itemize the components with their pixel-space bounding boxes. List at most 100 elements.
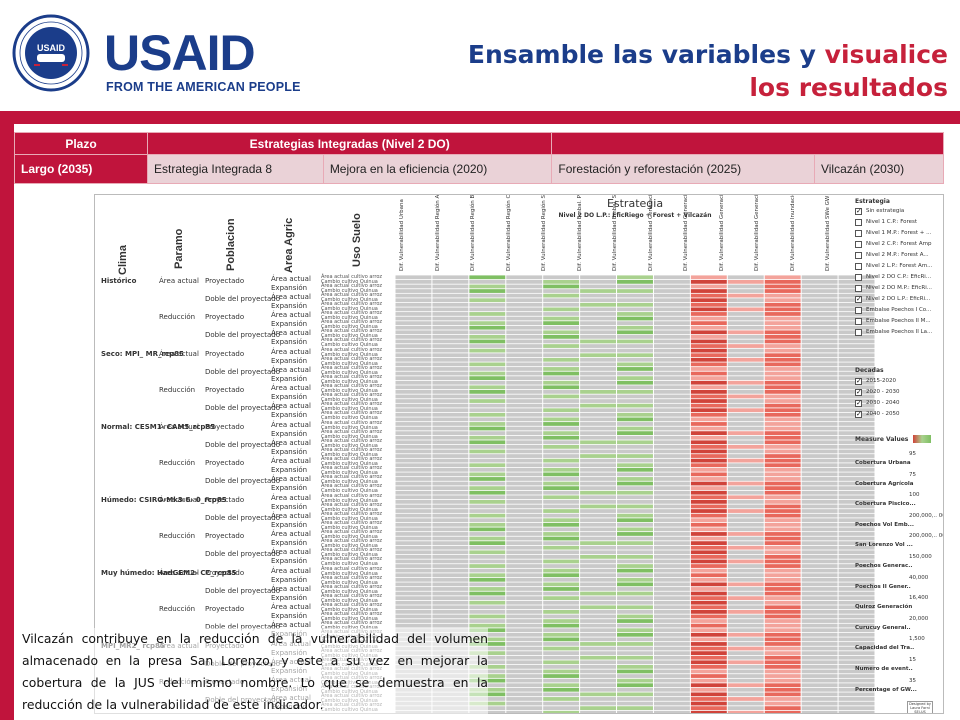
heatmap-cell[interactable] bbox=[690, 614, 727, 619]
heatmap-cell[interactable] bbox=[838, 513, 875, 518]
heatmap-cell[interactable] bbox=[653, 417, 690, 422]
heatmap-cell[interactable] bbox=[764, 683, 801, 688]
heatmap-cell[interactable] bbox=[690, 669, 727, 674]
heatmap-cell[interactable] bbox=[543, 477, 580, 481]
heatmap-cell[interactable] bbox=[727, 408, 764, 413]
heatmap-cell[interactable] bbox=[506, 293, 543, 298]
heatmap-cell[interactable] bbox=[617, 646, 653, 651]
heatmap-cell[interactable] bbox=[690, 664, 727, 669]
heatmap-cell[interactable] bbox=[764, 674, 801, 678]
heatmap-cell[interactable] bbox=[469, 614, 506, 619]
heatmap-cell[interactable] bbox=[838, 325, 875, 330]
heatmap-cell[interactable] bbox=[469, 321, 506, 326]
heatmap-cell[interactable] bbox=[432, 348, 469, 353]
heatmap-cell[interactable] bbox=[653, 348, 690, 353]
heatmap-cell[interactable] bbox=[543, 463, 580, 468]
heatmap-cell[interactable] bbox=[764, 504, 801, 509]
heatmap-cell[interactable] bbox=[432, 325, 469, 330]
heatmap-cell[interactable] bbox=[469, 316, 506, 321]
heatmap-cell[interactable] bbox=[617, 623, 653, 628]
heatmap-cell[interactable] bbox=[506, 376, 543, 381]
heatmap-cell[interactable] bbox=[801, 481, 838, 486]
heatmap-cell[interactable] bbox=[690, 284, 727, 289]
heatmap-cell[interactable] bbox=[580, 399, 617, 403]
heatmap-cell[interactable] bbox=[506, 683, 543, 688]
heatmap-cell[interactable] bbox=[580, 550, 617, 555]
heatmap-cell[interactable] bbox=[764, 417, 801, 422]
heatmap-cell[interactable] bbox=[580, 339, 617, 344]
heatmap-cell[interactable] bbox=[690, 275, 727, 280]
heatmap-cell[interactable] bbox=[580, 660, 617, 665]
heatmap-cell[interactable] bbox=[506, 367, 543, 371]
heatmap-cell[interactable] bbox=[653, 642, 690, 646]
heatmap-cell[interactable] bbox=[727, 564, 764, 568]
heatmap-cell[interactable] bbox=[580, 275, 617, 280]
heatmap-cell[interactable] bbox=[469, 518, 506, 523]
heatmap-cell[interactable] bbox=[506, 559, 543, 564]
heatmap-cell[interactable] bbox=[653, 412, 690, 417]
heatmap-cell[interactable] bbox=[653, 587, 690, 591]
heatmap-cell[interactable] bbox=[469, 481, 506, 486]
heatmap-cell[interactable] bbox=[653, 550, 690, 555]
heatmap-cell[interactable] bbox=[432, 559, 469, 564]
heatmap-cell[interactable] bbox=[617, 385, 653, 390]
heatmap-cell[interactable] bbox=[543, 619, 580, 623]
heatmap-cell[interactable] bbox=[838, 302, 875, 307]
heatmap-cell[interactable] bbox=[764, 312, 801, 316]
heatmap-cell[interactable] bbox=[617, 339, 653, 344]
heatmap-cell[interactable] bbox=[838, 339, 875, 344]
heatmap-cell[interactable] bbox=[653, 367, 690, 371]
heatmap-cell[interactable] bbox=[764, 710, 801, 714]
heatmap-cell[interactable] bbox=[580, 518, 617, 523]
heatmap-cell[interactable] bbox=[543, 458, 580, 463]
heatmap-cell[interactable] bbox=[432, 275, 469, 280]
heatmap-cell[interactable] bbox=[690, 293, 727, 298]
heatmap-cell[interactable] bbox=[543, 541, 580, 546]
heatmap-cell[interactable] bbox=[653, 449, 690, 454]
heatmap-cell[interactable] bbox=[543, 357, 580, 362]
heatmap-cell[interactable] bbox=[690, 568, 727, 573]
heatmap-cell[interactable] bbox=[469, 412, 506, 417]
heatmap-cell[interactable] bbox=[838, 683, 875, 688]
heatmap-cell[interactable] bbox=[653, 545, 690, 550]
heatmap-cell[interactable] bbox=[690, 422, 727, 426]
heatmap-cell[interactable] bbox=[395, 444, 432, 449]
heatmap-cell[interactable] bbox=[506, 504, 543, 509]
heatmap-cell[interactable] bbox=[764, 275, 801, 280]
heatmap-cell[interactable] bbox=[653, 605, 690, 610]
heatmap-cell[interactable] bbox=[580, 302, 617, 307]
heatmap-cell[interactable] bbox=[469, 449, 506, 454]
heatmap-cell[interactable] bbox=[395, 605, 432, 610]
heatmap-cell[interactable] bbox=[543, 353, 580, 358]
heatmap-cell[interactable] bbox=[764, 412, 801, 417]
heatmap-cell[interactable] bbox=[580, 687, 617, 692]
heatmap-cell[interactable] bbox=[580, 628, 617, 633]
heatmap-cell[interactable] bbox=[580, 710, 617, 714]
heatmap-grid[interactable] bbox=[395, 275, 875, 714]
heatmap-cell[interactable] bbox=[690, 509, 727, 513]
heatmap-cell[interactable] bbox=[838, 701, 875, 706]
heatmap-cell[interactable] bbox=[432, 385, 469, 390]
heatmap-cell[interactable] bbox=[506, 412, 543, 417]
heatmap-cell[interactable] bbox=[580, 481, 617, 486]
heatmap-cell[interactable] bbox=[506, 385, 543, 390]
heatmap-cell[interactable] bbox=[506, 362, 543, 367]
heatmap-cell[interactable] bbox=[543, 289, 580, 293]
heatmap-cell[interactable] bbox=[506, 527, 543, 532]
heatmap-cell[interactable] bbox=[838, 619, 875, 623]
heatmap-cell[interactable] bbox=[727, 325, 764, 330]
heatmap-cell[interactable] bbox=[506, 454, 543, 458]
heatmap-cell[interactable] bbox=[653, 463, 690, 468]
heatmap-cell[interactable] bbox=[617, 513, 653, 518]
heatmap-cell[interactable] bbox=[580, 426, 617, 431]
heatmap-cell[interactable] bbox=[727, 389, 764, 394]
heatmap-cell[interactable] bbox=[395, 321, 432, 326]
heatmap-cell[interactable] bbox=[764, 348, 801, 353]
heatmap-cell[interactable] bbox=[432, 600, 469, 605]
heatmap-cell[interactable] bbox=[395, 357, 432, 362]
heatmap-cell[interactable] bbox=[690, 527, 727, 532]
heatmap-cell[interactable] bbox=[617, 334, 653, 339]
heatmap-cell[interactable] bbox=[543, 637, 580, 642]
heatmap-cell[interactable] bbox=[764, 541, 801, 546]
heatmap-cell[interactable] bbox=[801, 467, 838, 472]
